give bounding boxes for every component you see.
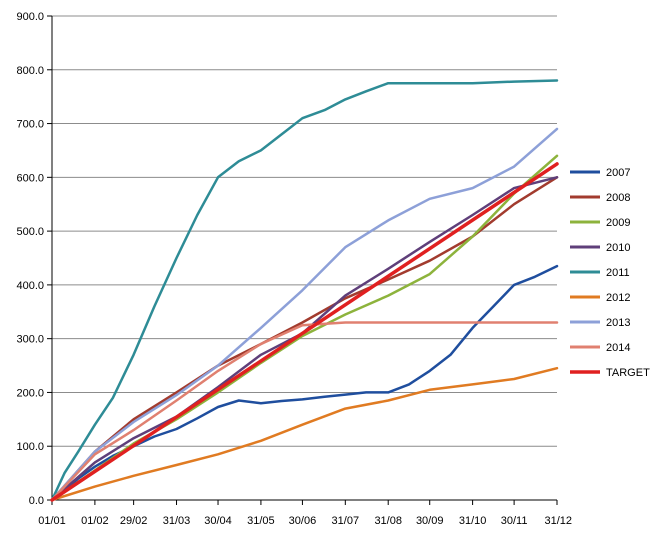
series-line-target: [50, 162, 559, 502]
x-axis-tick-labels: 01/01 01/02 29/02 31/03 30/04 31/05 30/06 31/07…: [38, 515, 572, 527]
series-line-2011: [50, 79, 559, 502]
x-tick-label: 31/08: [374, 515, 402, 527]
x-tick-label: 01/02: [81, 515, 109, 527]
y-tick-label: 300.0: [16, 334, 44, 346]
y-tick-label: 200.0: [16, 387, 44, 399]
y-tick-label: 800.0: [16, 65, 44, 77]
y-tick-label: 100.0: [16, 441, 44, 453]
legend-label-2008: 2008: [606, 192, 630, 204]
gridlines: [52, 15, 557, 447]
series-line-2013: [50, 127, 559, 502]
legend-label-target: TARGET: [606, 367, 650, 379]
series-line-2014: [50, 321, 559, 502]
y-tick-label: 400.0: [16, 280, 44, 292]
y-tick-label: 900.0: [16, 11, 44, 23]
x-tick-label: 30/09: [416, 515, 444, 527]
legend-label-2013: 2013: [606, 317, 630, 329]
legend-label-2007: 2007: [606, 167, 630, 179]
x-tick-label: 31/07: [332, 515, 360, 527]
legend-label-2010: 2010: [606, 242, 630, 254]
x-tick-label: 30/04: [204, 515, 232, 527]
series-line-2009: [50, 154, 559, 502]
y-axis-tick-labels: 0.0 100.0 200.0 300.0 400.0 500.0 600.0 700.0 80…: [16, 11, 44, 507]
legend-label-2011: 2011: [606, 267, 630, 279]
legend: 2007 2008 2009 2010 2011 2012 2013 2014 TARGET: [570, 167, 650, 379]
x-tick-label: 30/11: [501, 515, 528, 527]
series-line-2012: [50, 366, 559, 502]
x-tick-label: 31/10: [459, 515, 487, 527]
series-lines: [50, 79, 559, 502]
y-tick-label: 500.0: [16, 226, 44, 238]
x-tick-label: 30/06: [289, 515, 317, 527]
legend-label-2009: 2009: [606, 217, 630, 229]
x-tick-label: 29/02: [120, 515, 148, 527]
legend-label-2014: 2014: [606, 342, 630, 354]
axes: [47, 15, 558, 505]
x-tick-label: 31/03: [163, 515, 191, 527]
x-tick-label: 31/05: [247, 515, 275, 527]
y-tick-label: 600.0: [16, 172, 44, 184]
legend-label-2012: 2012: [606, 292, 630, 304]
x-tick-label: 01/01: [38, 515, 66, 527]
y-tick-label: 0.0: [29, 495, 44, 507]
y-tick-label: 700.0: [16, 119, 44, 131]
x-tick-label: 31/12: [544, 515, 572, 527]
